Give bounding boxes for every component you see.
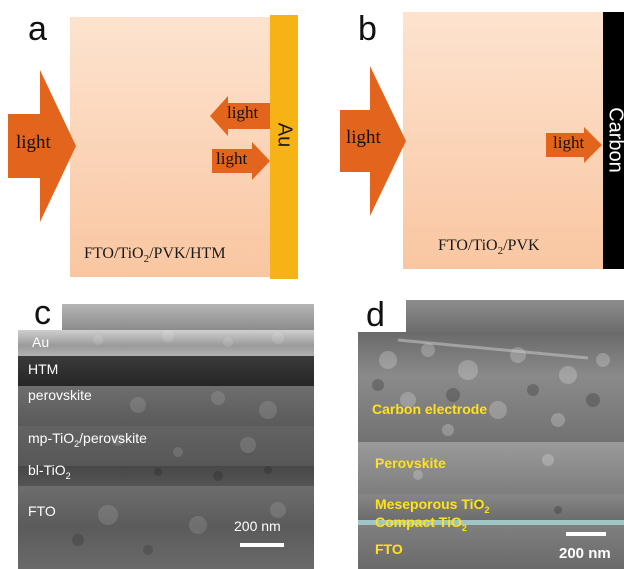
- layer-label-fto-d: FTO: [375, 541, 403, 557]
- reflected-light-label-a: light: [227, 103, 259, 122]
- big-light-label-b: light: [346, 127, 381, 148]
- scale-bar-label-d: 200 nm: [559, 545, 611, 562]
- panel-letter-d: d: [366, 296, 385, 334]
- layer-label-htm: HTM: [28, 361, 59, 377]
- au-label: Au: [273, 122, 296, 148]
- big-light-label-a: light: [16, 132, 51, 153]
- stack-label-b: FTO/TiO2/PVK: [438, 237, 540, 258]
- layer-label-mp-tio2: mp-TiO2/perovskite: [28, 430, 147, 449]
- layer-label-bl-tio2: bl-TiO2: [28, 462, 71, 481]
- big-light-arrow-a: [8, 70, 76, 222]
- panel-letter-b: b: [358, 10, 377, 48]
- panel-letter-c: c: [34, 294, 51, 332]
- scale-bar-label-c: 200 nm: [234, 518, 281, 534]
- scale-bar-c: [240, 543, 284, 547]
- sem-image-d: [358, 300, 624, 569]
- layer-label-perovskite: perovskite: [28, 387, 92, 403]
- carbon-label: Carbon: [604, 107, 624, 173]
- transmitted-light-label-a: light: [216, 149, 248, 168]
- layer-label-meso-tio2: Meseporous TiO2: [375, 496, 490, 515]
- transmitted-light-arrow-b: [546, 127, 602, 163]
- layer-label-au: Au: [32, 334, 50, 350]
- layer-label-compact-tio2: Compact TiO2: [375, 514, 467, 533]
- au-electrode: [270, 15, 298, 279]
- sem-image-c: [18, 300, 314, 569]
- carbon-electrode: [603, 12, 624, 269]
- stack-label-a: FTO/TiO2/PVK/HTM: [84, 245, 226, 266]
- layer-label-fto: FTO: [28, 503, 56, 519]
- layer-label-perovskite-d: Perovskite: [375, 455, 446, 471]
- scale-bar-d: [566, 532, 606, 536]
- transmitted-light-label-b: light: [553, 133, 585, 152]
- big-light-arrow-b: [340, 66, 406, 216]
- layer-label-carbon-electrode: Carbon electrode: [372, 401, 488, 417]
- panel-letter-a: a: [28, 10, 47, 48]
- device-stack-box-a: [70, 17, 270, 277]
- transmitted-light-arrow-a: [212, 142, 270, 180]
- reflected-light-arrow-a: [210, 96, 270, 136]
